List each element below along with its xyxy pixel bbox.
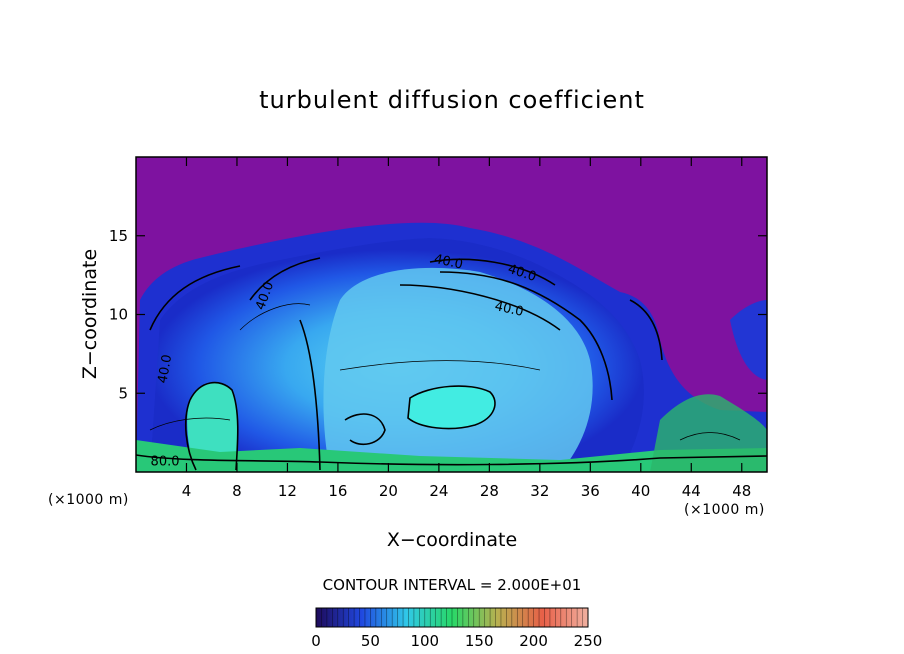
x-tick-label-32: 32 (530, 482, 549, 500)
y-tick-label-5: 5 (118, 384, 128, 402)
colorbar-levels (321, 608, 583, 627)
chart-title: turbulent diffusion coefficient (259, 86, 645, 114)
x-tick-label-16: 16 (328, 482, 347, 500)
x-tick-label-24: 24 (429, 482, 448, 500)
x-axis-title: X−coordinate (387, 529, 517, 551)
contour-field (136, 157, 767, 472)
x-tick-label-36: 36 (581, 482, 600, 500)
colorbar-frame (315, 607, 589, 628)
x-tick-label-12: 12 (278, 482, 297, 500)
y-axis-title: Z−coordinate (79, 249, 101, 379)
x-tick-label-28: 28 (480, 482, 499, 500)
x-tick-label-48: 48 (732, 482, 751, 500)
colorbar-ticks: 0 50 100 150 200 250 (311, 632, 602, 650)
y-tick-label-10: 10 (109, 306, 128, 324)
x-tick-label-8: 8 (232, 482, 242, 500)
colorbar-tick-label-0: 0 (311, 632, 321, 650)
y-tick-label-15: 15 (109, 227, 128, 245)
x-unit-left: (×1000 m) (48, 492, 129, 508)
contour-label: 40.0 (433, 252, 464, 273)
contour-label: 40.0 (493, 299, 524, 320)
colorbar-tick-label-250: 250 (574, 632, 603, 650)
x-axis: 4 8 12 16 20 24 28 32 36 40 44 48 (182, 157, 751, 500)
colorbar-tick-label-150: 150 (465, 632, 494, 650)
x-tick-label-44: 44 (682, 482, 701, 500)
x-tick-label-4: 4 (182, 482, 192, 500)
y-axis: 5 10 15 (109, 227, 767, 402)
x-tick-label-20: 20 (379, 482, 398, 500)
colorbar-tick-label-50: 50 (361, 632, 380, 650)
x-unit-right: (×1000 m) (684, 502, 765, 518)
contour-label: 80.0 (151, 455, 180, 470)
colorbar-tick-label-200: 200 (519, 632, 548, 650)
x-tick-label-40: 40 (631, 482, 650, 500)
colorbar-tick-label-100: 100 (410, 632, 439, 650)
contour-label: 40.0 (155, 353, 175, 384)
contour-interval: CONTOUR INTERVAL = 2.000E+01 (322, 576, 582, 594)
